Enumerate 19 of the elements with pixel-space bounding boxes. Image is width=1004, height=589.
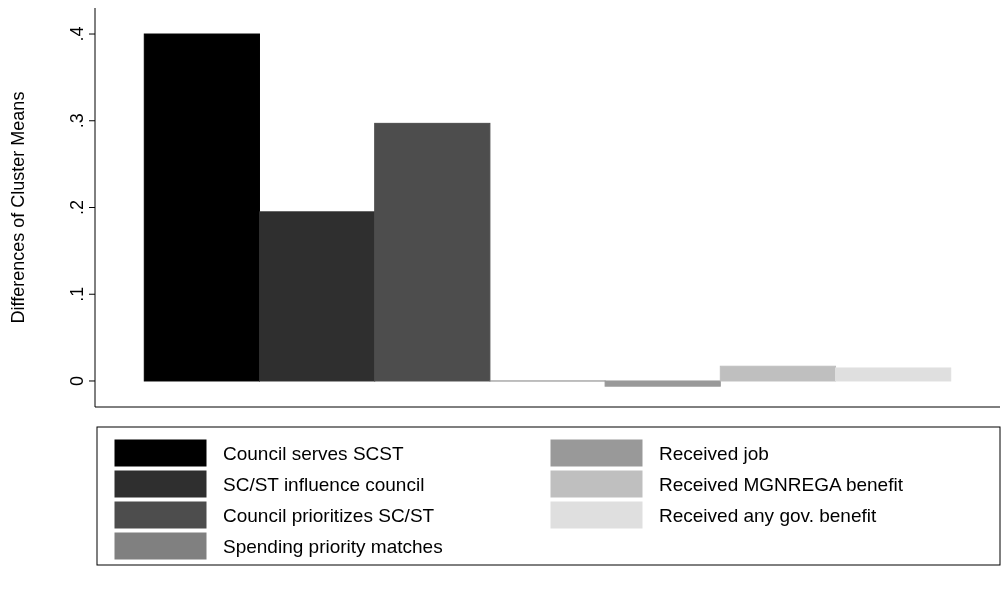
y-tick-label: 0 <box>67 375 87 386</box>
bar <box>143 33 260 382</box>
legend-label: SC/ST influence council <box>223 474 425 495</box>
bar <box>719 365 837 382</box>
y-tick-label: .4 <box>67 26 87 42</box>
legend-label: Council serves SCST <box>223 443 404 464</box>
legend-label: Received job <box>659 443 769 464</box>
y-tick-label: .1 <box>67 286 87 302</box>
bar <box>374 122 491 382</box>
y-tick-label: .3 <box>67 113 87 129</box>
bar <box>835 367 952 382</box>
legend-label: Spending priority matches <box>223 536 443 557</box>
bar <box>604 380 721 387</box>
y-axis-title: Differences of Cluster Means <box>8 91 28 324</box>
legend-label: Received MGNREGA benefit <box>659 474 904 495</box>
y-tick-label: .2 <box>67 199 87 216</box>
legend-label: Council prioritizes SC/ST <box>223 505 435 526</box>
legend-label: Received any gov. benefit <box>659 505 877 526</box>
bar <box>258 211 376 382</box>
